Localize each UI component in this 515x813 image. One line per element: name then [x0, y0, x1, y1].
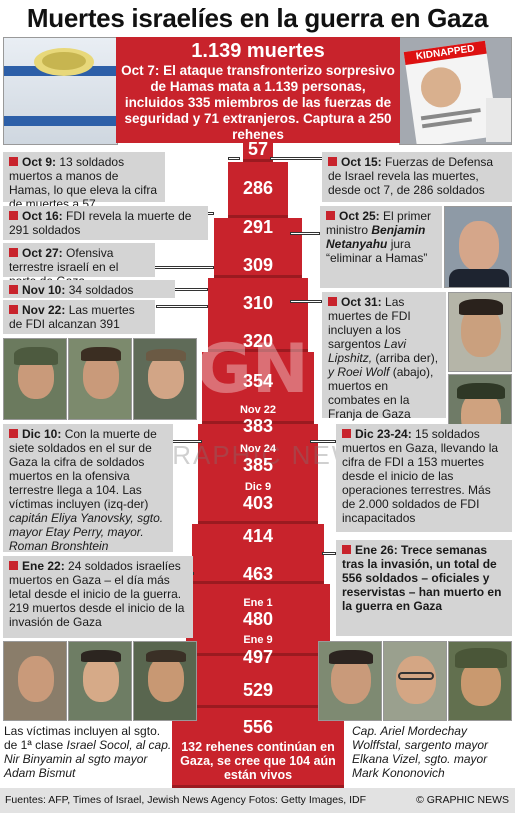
event-oct31: Oct 31: Las muertes de FDI incluyen a lo… [322, 292, 446, 421]
event-nov22: Nov 22: Las muertes de FDI alcanzan 391 [3, 300, 155, 334]
soldier-photo-lipshitz [448, 292, 512, 372]
tower-value: 309 [242, 255, 274, 275]
bullet-square-icon [9, 285, 18, 294]
tower-date-label: Nov 22 [239, 404, 277, 416]
event-oct15: Oct 15: Fuerzas de Defensa de Israel rev… [322, 152, 512, 202]
tower-value: 463 [242, 564, 274, 584]
event-ene22: Ene 22: 24 soldados israelíes muertos en… [3, 556, 193, 638]
soldier-photo-yanovsky [3, 338, 67, 420]
tower-value: 57 [247, 139, 269, 159]
tower-value: 414 [242, 526, 274, 546]
bullet-square-icon [9, 561, 18, 570]
connector-line [174, 288, 208, 291]
soldier-photo-kononovich [448, 641, 512, 721]
soldier-photo-bronshtein [133, 338, 197, 420]
connector-line [154, 266, 214, 269]
bullet-square-icon [9, 305, 18, 314]
event-dic10: Dic 10: Con la muerte de siete soldados … [3, 424, 173, 553]
tower-value: 480 [242, 609, 274, 629]
connector-line [290, 232, 320, 235]
tower-value: 403 [242, 493, 274, 513]
bullet-square-icon [9, 248, 18, 257]
oct7-header-box: 1.139 muertes Oct 7: El ataque transfron… [116, 37, 400, 143]
soldier-photo-socol [3, 641, 67, 721]
watermark-logo: GN [196, 330, 309, 409]
tower-date-label: Ene 1 [243, 597, 273, 609]
event-nov10: Nov 10: 34 soldados muertos [3, 280, 175, 311]
event-oct9: Oct 9: 13 soldados muertos a manos de Ha… [3, 152, 165, 211]
oct7-date: Oct 7: [121, 63, 160, 78]
connector-line [156, 305, 208, 308]
soldier-photo-binyamin [68, 641, 132, 721]
event-oct27: Oct 27: Ofensiva terrestre israelí en el… [3, 243, 155, 288]
caption-left: Las víctimas incluyen al sgto. de 1ª cla… [4, 724, 172, 780]
tower-date-label: Nov 24 [239, 443, 277, 455]
connector-line [228, 157, 240, 160]
tower-value: 354 [242, 371, 274, 391]
bullet-square-icon [9, 157, 18, 166]
tower-value: 497 [242, 647, 274, 667]
connector-line [322, 552, 336, 555]
flag-photo [3, 37, 118, 145]
connector-line [270, 157, 324, 160]
bullet-square-icon [328, 157, 337, 166]
tower-value: 385 [242, 455, 274, 475]
event-oct16: Oct 16: FDI revela la muerte de 291 sold… [3, 206, 208, 240]
tower-value: 556 [242, 717, 274, 737]
footer-copyright: © GRAPHIC NEWS [416, 794, 509, 806]
tower-value: 320 [242, 331, 274, 351]
tower-value: 310 [242, 293, 274, 313]
page-title: Muertes israelíes en la guerra en Gaza [26, 3, 489, 33]
event-oct25: Oct 25: El primer ministro Benjamin Neta… [320, 206, 442, 288]
total-deaths: 1.139 muertes [191, 40, 325, 62]
tower-date-label: Dic 9 [244, 481, 272, 493]
tower-date-label: Ene 9 [243, 634, 273, 646]
event-dic2324: Dic 23-24: 15 soldados muertos en Gaza, … [336, 424, 512, 532]
bullet-square-icon [9, 429, 18, 438]
hostages-note: 132 rehenes continúan en Gaza, se cree q… [180, 740, 336, 782]
footer-sources: Fuentes: AFP, Times of Israel, Jewish Ne… [5, 794, 367, 806]
oct7-text: El ataque transfronterizo sorpresivo de … [124, 63, 395, 142]
caption-right: Cap. Ariel Mordechay Wolffstal, sargento… [352, 724, 489, 780]
tower-value: 291 [242, 217, 274, 237]
bullet-square-icon [342, 429, 351, 438]
tower-value: 286 [242, 178, 274, 198]
bullet-square-icon [9, 211, 18, 220]
connector-line [310, 440, 336, 443]
event-ene26: Ene 26: Trece semanas tras la invasión, … [336, 540, 512, 636]
soldier-photo-perry [68, 338, 132, 420]
tower-value: 383 [242, 416, 274, 436]
bullet-square-icon [328, 297, 337, 306]
soldier-photo-vizel [383, 641, 447, 721]
netanyahu-photo [444, 206, 512, 288]
tower-value: 529 [242, 680, 274, 700]
bullet-square-icon [342, 545, 351, 554]
connector-line [290, 300, 322, 303]
soldier-photo-wolffstal [318, 641, 382, 721]
footer: Fuentes: AFP, Times of Israel, Jewish Ne… [0, 788, 515, 813]
bullet-square-icon [326, 211, 335, 220]
soldier-photo-bismut [133, 641, 197, 721]
kidnapped-poster-photo: KIDNAPPED [399, 37, 512, 145]
kidnapped-label: KIDNAPPED [403, 40, 487, 66]
